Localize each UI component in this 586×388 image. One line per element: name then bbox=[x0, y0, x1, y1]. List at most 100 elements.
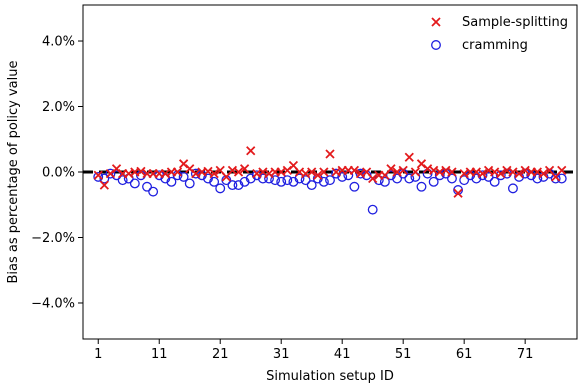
cramming-point bbox=[288, 176, 299, 187]
cramming-point bbox=[471, 173, 482, 184]
x-tick-label: 51 bbox=[395, 347, 412, 362]
sample-splitting-point bbox=[172, 167, 183, 177]
cramming-point bbox=[282, 175, 293, 186]
cramming-point bbox=[447, 173, 457, 184]
cramming-point bbox=[508, 183, 518, 194]
y-tick-label: 4.0% bbox=[42, 35, 75, 50]
cramming-point bbox=[300, 175, 311, 186]
y-tick-label: 0.0% bbox=[42, 166, 75, 181]
cramming-point bbox=[416, 181, 427, 192]
cramming-point bbox=[257, 173, 268, 184]
sample-splitting-point bbox=[410, 167, 421, 177]
cramming-point bbox=[251, 170, 262, 181]
sample-splitting-point bbox=[398, 165, 408, 175]
cramming-point bbox=[337, 171, 348, 182]
cramming-point bbox=[105, 168, 116, 179]
cramming-point bbox=[142, 181, 152, 192]
cramming-point bbox=[318, 176, 329, 187]
sample-splitting-point bbox=[209, 169, 219, 179]
cramming-point bbox=[532, 173, 543, 184]
cramming-point bbox=[203, 173, 213, 184]
cramming-point bbox=[166, 176, 177, 187]
sample-splitting-point bbox=[246, 146, 256, 156]
cramming-point bbox=[386, 170, 396, 181]
legend-marker-circle-icon bbox=[431, 40, 441, 50]
cramming-point bbox=[239, 176, 250, 187]
legend-label-sample-splitting: Sample-splitting bbox=[462, 15, 568, 30]
legend-entry-cramming: cramming bbox=[431, 38, 528, 53]
ticks-group: 1 11 21 31 41 51 61 71−4.0%−2.0%0.0%2.0%4.0% bbox=[31, 35, 533, 362]
points-group bbox=[93, 146, 567, 215]
cramming-point bbox=[209, 176, 220, 187]
cramming-point bbox=[276, 176, 287, 187]
cramming-point bbox=[245, 173, 256, 184]
cramming-point bbox=[367, 204, 378, 215]
sample-splitting-point bbox=[386, 164, 396, 174]
cramming-point bbox=[331, 168, 342, 179]
cramming-point bbox=[459, 175, 470, 186]
x-axis-label: Simulation setup ID bbox=[266, 369, 394, 384]
cramming-point bbox=[349, 181, 360, 192]
sample-splitting-point bbox=[368, 173, 378, 184]
sample-splitting-point bbox=[239, 164, 250, 174]
cramming-point bbox=[93, 171, 104, 182]
sample-splitting-point bbox=[349, 165, 360, 175]
cramming-point bbox=[404, 173, 415, 184]
sample-splitting-point bbox=[447, 167, 457, 177]
cramming-point bbox=[270, 175, 281, 186]
sample-splitting-point bbox=[477, 169, 488, 179]
legend-entry-sample-splitting: Sample-splitting bbox=[431, 15, 568, 30]
cramming-point bbox=[294, 173, 305, 184]
sample-splitting-point bbox=[313, 170, 323, 180]
sample-splitting-point bbox=[557, 165, 567, 175]
cramming-point bbox=[178, 171, 189, 182]
cramming-point bbox=[233, 180, 244, 191]
cramming-point bbox=[489, 176, 500, 187]
legend-marker-x-icon bbox=[431, 17, 441, 27]
legend-circle-marker bbox=[431, 40, 441, 50]
sample-splitting-point bbox=[136, 166, 146, 176]
cramming-point bbox=[306, 180, 317, 191]
cramming-point bbox=[550, 173, 561, 184]
cramming-point bbox=[148, 186, 159, 197]
sample-splitting-point bbox=[325, 149, 335, 159]
sample-splitting-point bbox=[93, 170, 103, 180]
legend-label-cramming: cramming bbox=[462, 38, 528, 53]
x-tick-label: 1 bbox=[94, 347, 102, 362]
legend: Sample-splitting cramming bbox=[431, 15, 568, 53]
sample-splitting-point bbox=[496, 169, 506, 179]
cramming-point bbox=[227, 180, 238, 191]
y-tick-label: 2.0% bbox=[42, 100, 75, 115]
cramming-point bbox=[483, 171, 494, 182]
sample-splitting-point bbox=[99, 180, 109, 190]
x-tick-label: 41 bbox=[334, 347, 351, 362]
cramming-point bbox=[428, 176, 439, 187]
sample-splitting-point bbox=[203, 166, 213, 176]
y-axis-label: Bias as percentage of policy value bbox=[6, 61, 21, 284]
x-tick-label: 11 bbox=[151, 347, 168, 362]
sample-splitting-point bbox=[453, 188, 463, 198]
cramming-point bbox=[129, 178, 140, 189]
y-tick-label: −4.0% bbox=[31, 296, 75, 311]
cramming-point bbox=[184, 178, 195, 189]
sample-splitting-point bbox=[514, 169, 524, 179]
sample-splitting-point bbox=[319, 167, 329, 177]
sample-splitting-point bbox=[538, 169, 549, 179]
x-tick-label: 71 bbox=[517, 347, 534, 362]
cramming-point bbox=[117, 175, 128, 186]
cramming-point bbox=[477, 170, 488, 181]
cramming-point bbox=[392, 173, 403, 184]
sample-splitting-point bbox=[307, 167, 317, 177]
cramming-point bbox=[379, 176, 390, 187]
cramming-point bbox=[99, 173, 110, 184]
y-tick-label: −2.0% bbox=[31, 231, 75, 246]
x-tick-label: 61 bbox=[456, 347, 473, 362]
plot-frame bbox=[82, 4, 578, 340]
legend-x-marker bbox=[431, 17, 441, 27]
sample-splitting-point bbox=[404, 152, 414, 162]
x-tick-label: 21 bbox=[212, 347, 229, 362]
x-tick-label: 31 bbox=[273, 347, 290, 362]
cramming-point bbox=[325, 175, 335, 186]
